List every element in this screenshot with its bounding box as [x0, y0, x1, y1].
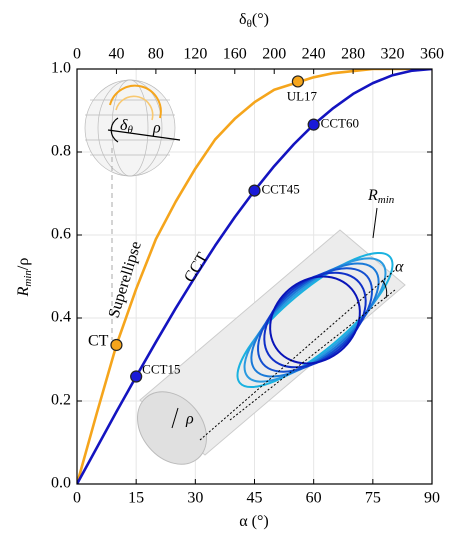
x2-tick-label: 0	[73, 46, 81, 63]
x2-tick-label: 240	[302, 46, 326, 63]
y-tick-label: 0.6	[51, 226, 71, 243]
y-tick-label: 0.4	[51, 309, 71, 326]
x-axis-label: α (°)	[239, 513, 268, 530]
annotation: δθ	[120, 117, 133, 136]
x2-tick-label: 80	[148, 46, 164, 63]
x2-tick-label: 40	[108, 46, 124, 63]
point-label: UL17	[287, 88, 318, 103]
series-label: CCT	[181, 250, 211, 286]
x2-axis-label: δθ(°)	[239, 11, 269, 30]
data-point	[248, 184, 261, 197]
annotation: α	[395, 259, 404, 276]
data-point	[307, 118, 320, 131]
point-label: CCT60	[321, 116, 359, 131]
data-point	[130, 370, 143, 383]
x-tick-label: 0	[73, 490, 81, 507]
x-tick-label: 30	[187, 490, 203, 507]
y-tick-label: 0.8	[51, 143, 71, 160]
x-tick-label: 45	[247, 490, 263, 507]
inset-superellipse	[84, 79, 181, 177]
x2-tick-label: 200	[262, 46, 286, 63]
x-tick-label: 15	[128, 490, 144, 507]
x2-tick-label: 160	[223, 46, 247, 63]
line	[77, 69, 432, 484]
data-point	[110, 338, 123, 352]
x-tick-label: 90	[424, 490, 440, 507]
point-label: CCT15	[142, 361, 180, 376]
y-tick-label: 0.0	[51, 475, 71, 492]
frame	[76, 68, 433, 485]
x2-tick-label: 120	[183, 46, 207, 63]
y-axis-label: Rmin/ρ	[15, 258, 34, 298]
y-tick-label: 1.0	[51, 60, 71, 77]
annotation: ρ	[185, 411, 194, 428]
point-label: CCT45	[262, 182, 300, 197]
x2-tick-label: 360	[420, 46, 444, 63]
y-tick-label: 0.2	[51, 392, 71, 409]
x-tick-label: 60	[306, 490, 322, 507]
x2-tick-label: 280	[341, 46, 365, 63]
annotation: Rmin	[367, 187, 395, 206]
x-tick-label: 75	[365, 490, 381, 507]
x2-tick-label: 320	[381, 46, 405, 63]
point-label: CT	[88, 333, 109, 350]
annotation: ρ	[152, 120, 161, 137]
data-point	[291, 75, 304, 88]
inset-cct	[137, 207, 406, 465]
